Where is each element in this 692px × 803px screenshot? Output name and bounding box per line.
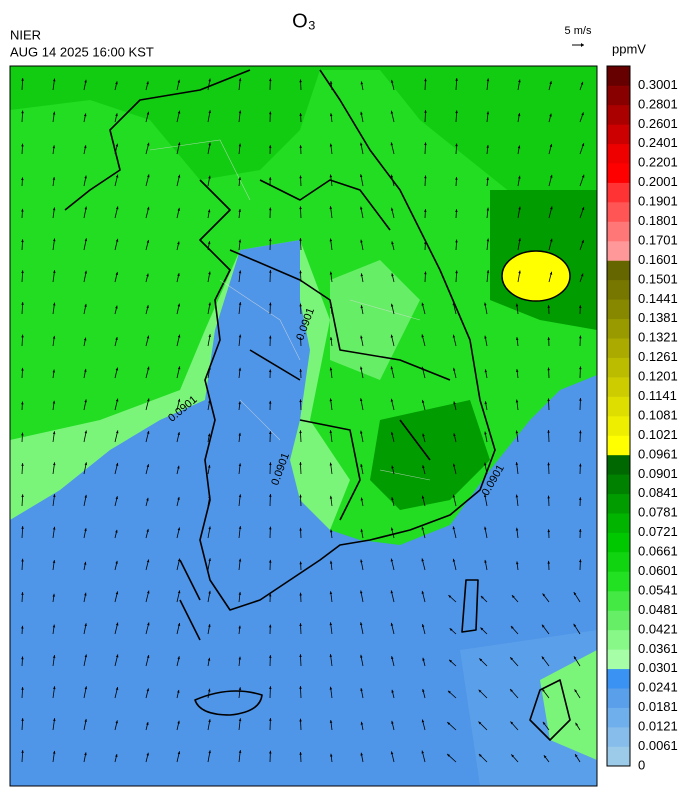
- colorbar-unit: ppmV: [612, 41, 646, 56]
- colorbar: 0 0.0061 0.0121 0.0181 0.0241 0.0301 0.0361 0.0…: [607, 66, 678, 772]
- colorbar-label: 0.2201: [638, 155, 678, 170]
- colorbar-label: 0.1201: [638, 369, 678, 384]
- colorbar-box: [607, 299, 630, 319]
- colorbar-label: 0.2601: [638, 116, 678, 131]
- agency: NIER: [10, 27, 41, 42]
- colorbar-box: [607, 163, 630, 183]
- colorbar-box: [607, 222, 630, 242]
- colorbar-label: 0.1081: [638, 407, 678, 422]
- colorbar-box: [607, 338, 630, 358]
- colorbar-box: [607, 435, 630, 455]
- colorbar-label: 0.0961: [638, 446, 678, 461]
- colorbar-label: 0.1501: [638, 271, 678, 286]
- colorbar-box: [607, 688, 630, 708]
- colorbar-label: 0.0301: [638, 660, 678, 675]
- colorbar-label: 0.0421: [638, 621, 678, 636]
- colorbar-box: [607, 280, 630, 300]
- colorbar-box: [607, 727, 630, 747]
- colorbar-box: [607, 591, 630, 611]
- colorbar-label: 0.0361: [638, 641, 678, 656]
- colorbar-box: [607, 377, 630, 397]
- colorbar-box: [607, 202, 630, 222]
- colorbar-box: [607, 66, 630, 86]
- colorbar-box: [607, 494, 630, 514]
- colorbar-box: [607, 358, 630, 378]
- colorbar-label: 0.1321: [638, 330, 678, 345]
- colorbar-label: 0.2401: [638, 135, 678, 150]
- colorbar-box: [607, 649, 630, 669]
- wind-scale-label: 5 m/s: [565, 25, 592, 37]
- colorbar-box: [607, 552, 630, 572]
- colorbar-box: [607, 747, 630, 767]
- colorbar-label: 0: [638, 757, 645, 772]
- colorbar-box: [607, 669, 630, 689]
- colorbar-label: 0.1381: [638, 310, 678, 325]
- colorbar-label: 0.1701: [638, 232, 678, 247]
- colorbar-box: [607, 416, 630, 436]
- colorbar-label: 0.0901: [638, 466, 678, 481]
- colorbar-label: 0.0781: [638, 505, 678, 520]
- map: 0.0901 0.0901 0.0901 0.0901: [10, 66, 597, 786]
- wind-scale-arrow: [572, 43, 584, 47]
- colorbar-box: [607, 533, 630, 553]
- colorbar-label: 0.1021: [638, 427, 678, 442]
- title: O₃: [292, 10, 316, 32]
- colorbar-box: [607, 474, 630, 494]
- colorbar-box: [607, 183, 630, 203]
- colorbar-label: 0.3001: [638, 77, 678, 92]
- colorbar-label: 0.0661: [638, 544, 678, 559]
- colorbar-label: 0.1801: [638, 213, 678, 228]
- colorbar-label: 0.1901: [638, 194, 678, 209]
- colorbar-box: [607, 260, 630, 280]
- colorbar-label: 0.1261: [638, 349, 678, 364]
- colorbar-label: 0.1141: [638, 388, 677, 403]
- colorbar-box: [607, 513, 630, 533]
- colorbar-box: [607, 455, 630, 475]
- colorbar-box: [607, 572, 630, 592]
- colorbar-label: 0.0541: [638, 582, 678, 597]
- colorbar-label: 0.0061: [638, 738, 678, 753]
- colorbar-label: 0.0601: [638, 563, 678, 578]
- colorbar-box: [607, 630, 630, 650]
- colorbar-box: [607, 144, 630, 164]
- colorbar-label: 0.0481: [638, 602, 678, 617]
- colorbar-box: [607, 397, 630, 417]
- colorbar-label: 0.0121: [638, 719, 678, 734]
- colorbar-label: 0.0721: [638, 524, 678, 539]
- colorbar-label: 0.2801: [638, 96, 678, 111]
- colorbar-box: [607, 124, 630, 144]
- colorbar-box: [607, 708, 630, 728]
- colorbar-label: 0.1441: [638, 291, 678, 306]
- colorbar-label: 0.0241: [638, 680, 678, 695]
- colorbar-label: 0.2001: [638, 174, 678, 189]
- colorbar-label: 0.0181: [638, 699, 678, 714]
- colorbar-box: [607, 241, 630, 261]
- colorbar-label: 0.1601: [638, 252, 678, 267]
- datetime: AUG 14 2025 16:00 KST: [10, 44, 154, 59]
- colorbar-box: [607, 105, 630, 125]
- colorbar-label: 0.0841: [638, 485, 678, 500]
- colorbar-box: [607, 319, 630, 339]
- colorbar-box: [607, 610, 630, 630]
- colorbar-box: [607, 85, 630, 105]
